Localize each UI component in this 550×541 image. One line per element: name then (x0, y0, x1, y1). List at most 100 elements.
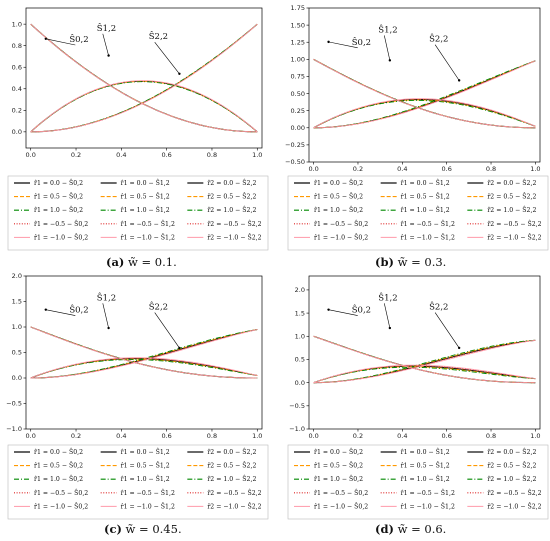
legend-label: r̂1 = 0.0 − Ŝ0,2 (314, 448, 363, 456)
series-line-r0.5-S22 (30, 23, 258, 133)
legend-label: r̂1 = 1.0 − Ŝ0,2 (34, 206, 83, 214)
legend-label: r̂1 = 0.0 − Ŝ0,2 (34, 179, 83, 187)
legend-label: r̂1 = 0.5 − Ŝ0,2 (314, 193, 363, 201)
legend-box (7, 444, 269, 520)
annotation-arrowhead (457, 79, 461, 82)
x-tick-label: 0.4 (397, 165, 407, 173)
legend-label: r̂1 = 1.0 − Ŝ0,2 (314, 475, 363, 483)
curve-annotation: Ŝ1,2 (97, 291, 116, 303)
series-line-r-0.5-S22 (30, 329, 258, 379)
y-tick-label: 1.5 (295, 309, 305, 317)
series-line-r1-S22 (313, 60, 536, 129)
legend: r̂1 = 0.0 − Ŝ0,2 r̂1 = 0.0 − Ŝ1,2 r̂2 = 0.… (287, 175, 549, 251)
series-line-r1-S02 (313, 58, 536, 129)
y-tick-label: 0.8 (12, 42, 22, 50)
x-tick-label: 1.0 (530, 165, 540, 173)
legend-label: r̂2 = 1.0 − Ŝ2,2 (487, 206, 536, 214)
legend-label: r̂1 = 1.0 − Ŝ1,2 (401, 206, 450, 214)
legend-label: r̂1 = 0.5 − Ŝ1,2 (121, 462, 170, 470)
x-tick-label: 0.2 (71, 151, 81, 159)
annotation-arrow (434, 312, 460, 349)
legend-label: r̂2 = 0.5 − Ŝ2,2 (207, 462, 256, 470)
legend-label: r̂2 = 0.5 − Ŝ2,2 (487, 193, 536, 201)
legend-label: r̂1 = −1.0 − Ŝ1,2 (121, 502, 175, 510)
y-tick-label: −1.0 (6, 425, 22, 433)
legend-label: r̂1 = −1.0 − Ŝ1,2 (121, 233, 175, 241)
curve-annotation: Ŝ1,2 (97, 22, 116, 34)
legend-label: r̂1 = 0.0 − Ŝ1,2 (121, 448, 170, 456)
y-tick-label: 0.0 (12, 374, 22, 382)
y-tick-label: 0.50 (291, 90, 305, 98)
legend-label: r̂1 = −1.0 − Ŝ0,2 (314, 502, 368, 510)
y-tick-label: 0.75 (291, 73, 305, 81)
legend-label: r̂1 = 0.0 − Ŝ1,2 (121, 179, 170, 187)
legend-label: r̂1 = 1.0 − Ŝ1,2 (121, 475, 170, 483)
legend-label: r̂1 = 0.5 − Ŝ1,2 (401, 462, 450, 470)
legend-label: r̂1 = −0.5 − Ŝ0,2 (34, 489, 88, 497)
legend-label: r̂2 = 0.0 − Ŝ2,2 (207, 179, 256, 187)
y-tick-label: −0.25 (285, 141, 305, 149)
chart-panel-b: 0.0 0.2 0.4 0.6 0.8 1.0 −0.50 −0.25 0.00 0.25 0.50… (285, 4, 549, 251)
annotation-arrow (384, 303, 391, 329)
annotation-arrowhead (44, 308, 47, 311)
x-tick-label: 0.0 (26, 151, 36, 159)
curve-annotation: Ŝ1,2 (378, 291, 397, 303)
x-tick-label: 0.4 (397, 432, 407, 440)
series-line-r1-S12 (313, 366, 536, 384)
plot-frame (308, 7, 541, 163)
legend-label: r̂1 = 0.0 − Ŝ1,2 (401, 179, 450, 187)
series-line-r1-S12 (30, 359, 258, 379)
annotation-arrow (154, 312, 180, 349)
curve-annotation: Ŝ2,2 (429, 33, 448, 45)
series-line-r-1-S22 (30, 23, 258, 133)
annotation-arrowhead (457, 346, 461, 350)
series-line-r1-S22 (30, 23, 258, 133)
curve-annotation: Ŝ0,2 (352, 36, 371, 48)
caption-c: (c) w̃ = 0.45. (104, 522, 182, 536)
legend-label: r̂2 = −1.0 − Ŝ2,2 (487, 502, 541, 510)
series-line-r-0.5-S02 (30, 23, 258, 133)
plot-frame (308, 275, 541, 430)
y-tick-label: 1.25 (291, 38, 305, 46)
y-tick-label: 0.5 (295, 356, 305, 364)
y-tick-label: 0.2 (12, 107, 22, 115)
legend-label: r̂2 = 1.0 − Ŝ2,2 (207, 475, 256, 483)
series-line-r-1-S12 (30, 357, 258, 379)
y-tick-label: 1.0 (295, 332, 305, 340)
y-tick-label: 0.00 (291, 124, 305, 132)
legend-label: r̂2 = 1.0 − Ŝ2,2 (487, 475, 536, 483)
series-line-r-1-S02 (30, 23, 258, 133)
y-tick-label: 1.50 (291, 21, 305, 29)
series-line-r-1-S02 (313, 58, 536, 129)
series-line-r-0.5-S02 (30, 326, 258, 379)
annotation-arrow (102, 303, 109, 329)
x-tick-label: 0.8 (207, 151, 217, 159)
y-tick-label: 0.6 (12, 63, 22, 71)
legend-label: r̂2 = −0.5 − Ŝ2,2 (487, 489, 541, 497)
series-line-r-1-S22 (313, 339, 536, 384)
legend: r̂1 = 0.0 − Ŝ0,2 r̂1 = 0.0 − Ŝ1,2 r̂2 = 0.… (287, 444, 549, 520)
legend-label: r̂2 = −1.0 − Ŝ2,2 (207, 233, 261, 241)
series-line-r0.5-S12 (313, 99, 536, 129)
chart-panel-d: 0.0 0.2 0.4 0.6 0.8 1.0 −1.0 −0.5 0.0 0.5 1.0 1.5 2.… (287, 275, 549, 520)
legend-label: r̂1 = −1.0 − Ŝ0,2 (314, 233, 368, 241)
y-tick-label: 1.5 (12, 298, 22, 306)
legend-label: r̂1 = 1.0 − Ŝ1,2 (401, 475, 450, 483)
series-line-r0.5-S02 (30, 326, 258, 379)
legend-box (287, 175, 549, 251)
curve-annotation: Ŝ2,2 (429, 301, 448, 313)
legend-label: r̂1 = −0.5 − Ŝ0,2 (314, 220, 368, 228)
annotation-arrow (102, 33, 109, 56)
legend-label: r̂1 = −0.5 − Ŝ1,2 (121, 220, 175, 228)
y-tick-label: 1.0 (12, 20, 22, 28)
legend-label: r̂2 = −0.5 − Ŝ2,2 (207, 220, 261, 228)
curve-annotation: Ŝ1,2 (378, 23, 397, 35)
x-tick-label: 0.6 (161, 151, 171, 159)
legend-label: r̂2 = 0.5 − Ŝ2,2 (487, 462, 536, 470)
annotation-arrowhead (107, 54, 110, 57)
annotation-arrow (328, 41, 358, 49)
series-line-r-0.5-S22 (313, 60, 536, 129)
legend-box (7, 175, 269, 251)
series-line-r0-S02 (30, 326, 258, 379)
